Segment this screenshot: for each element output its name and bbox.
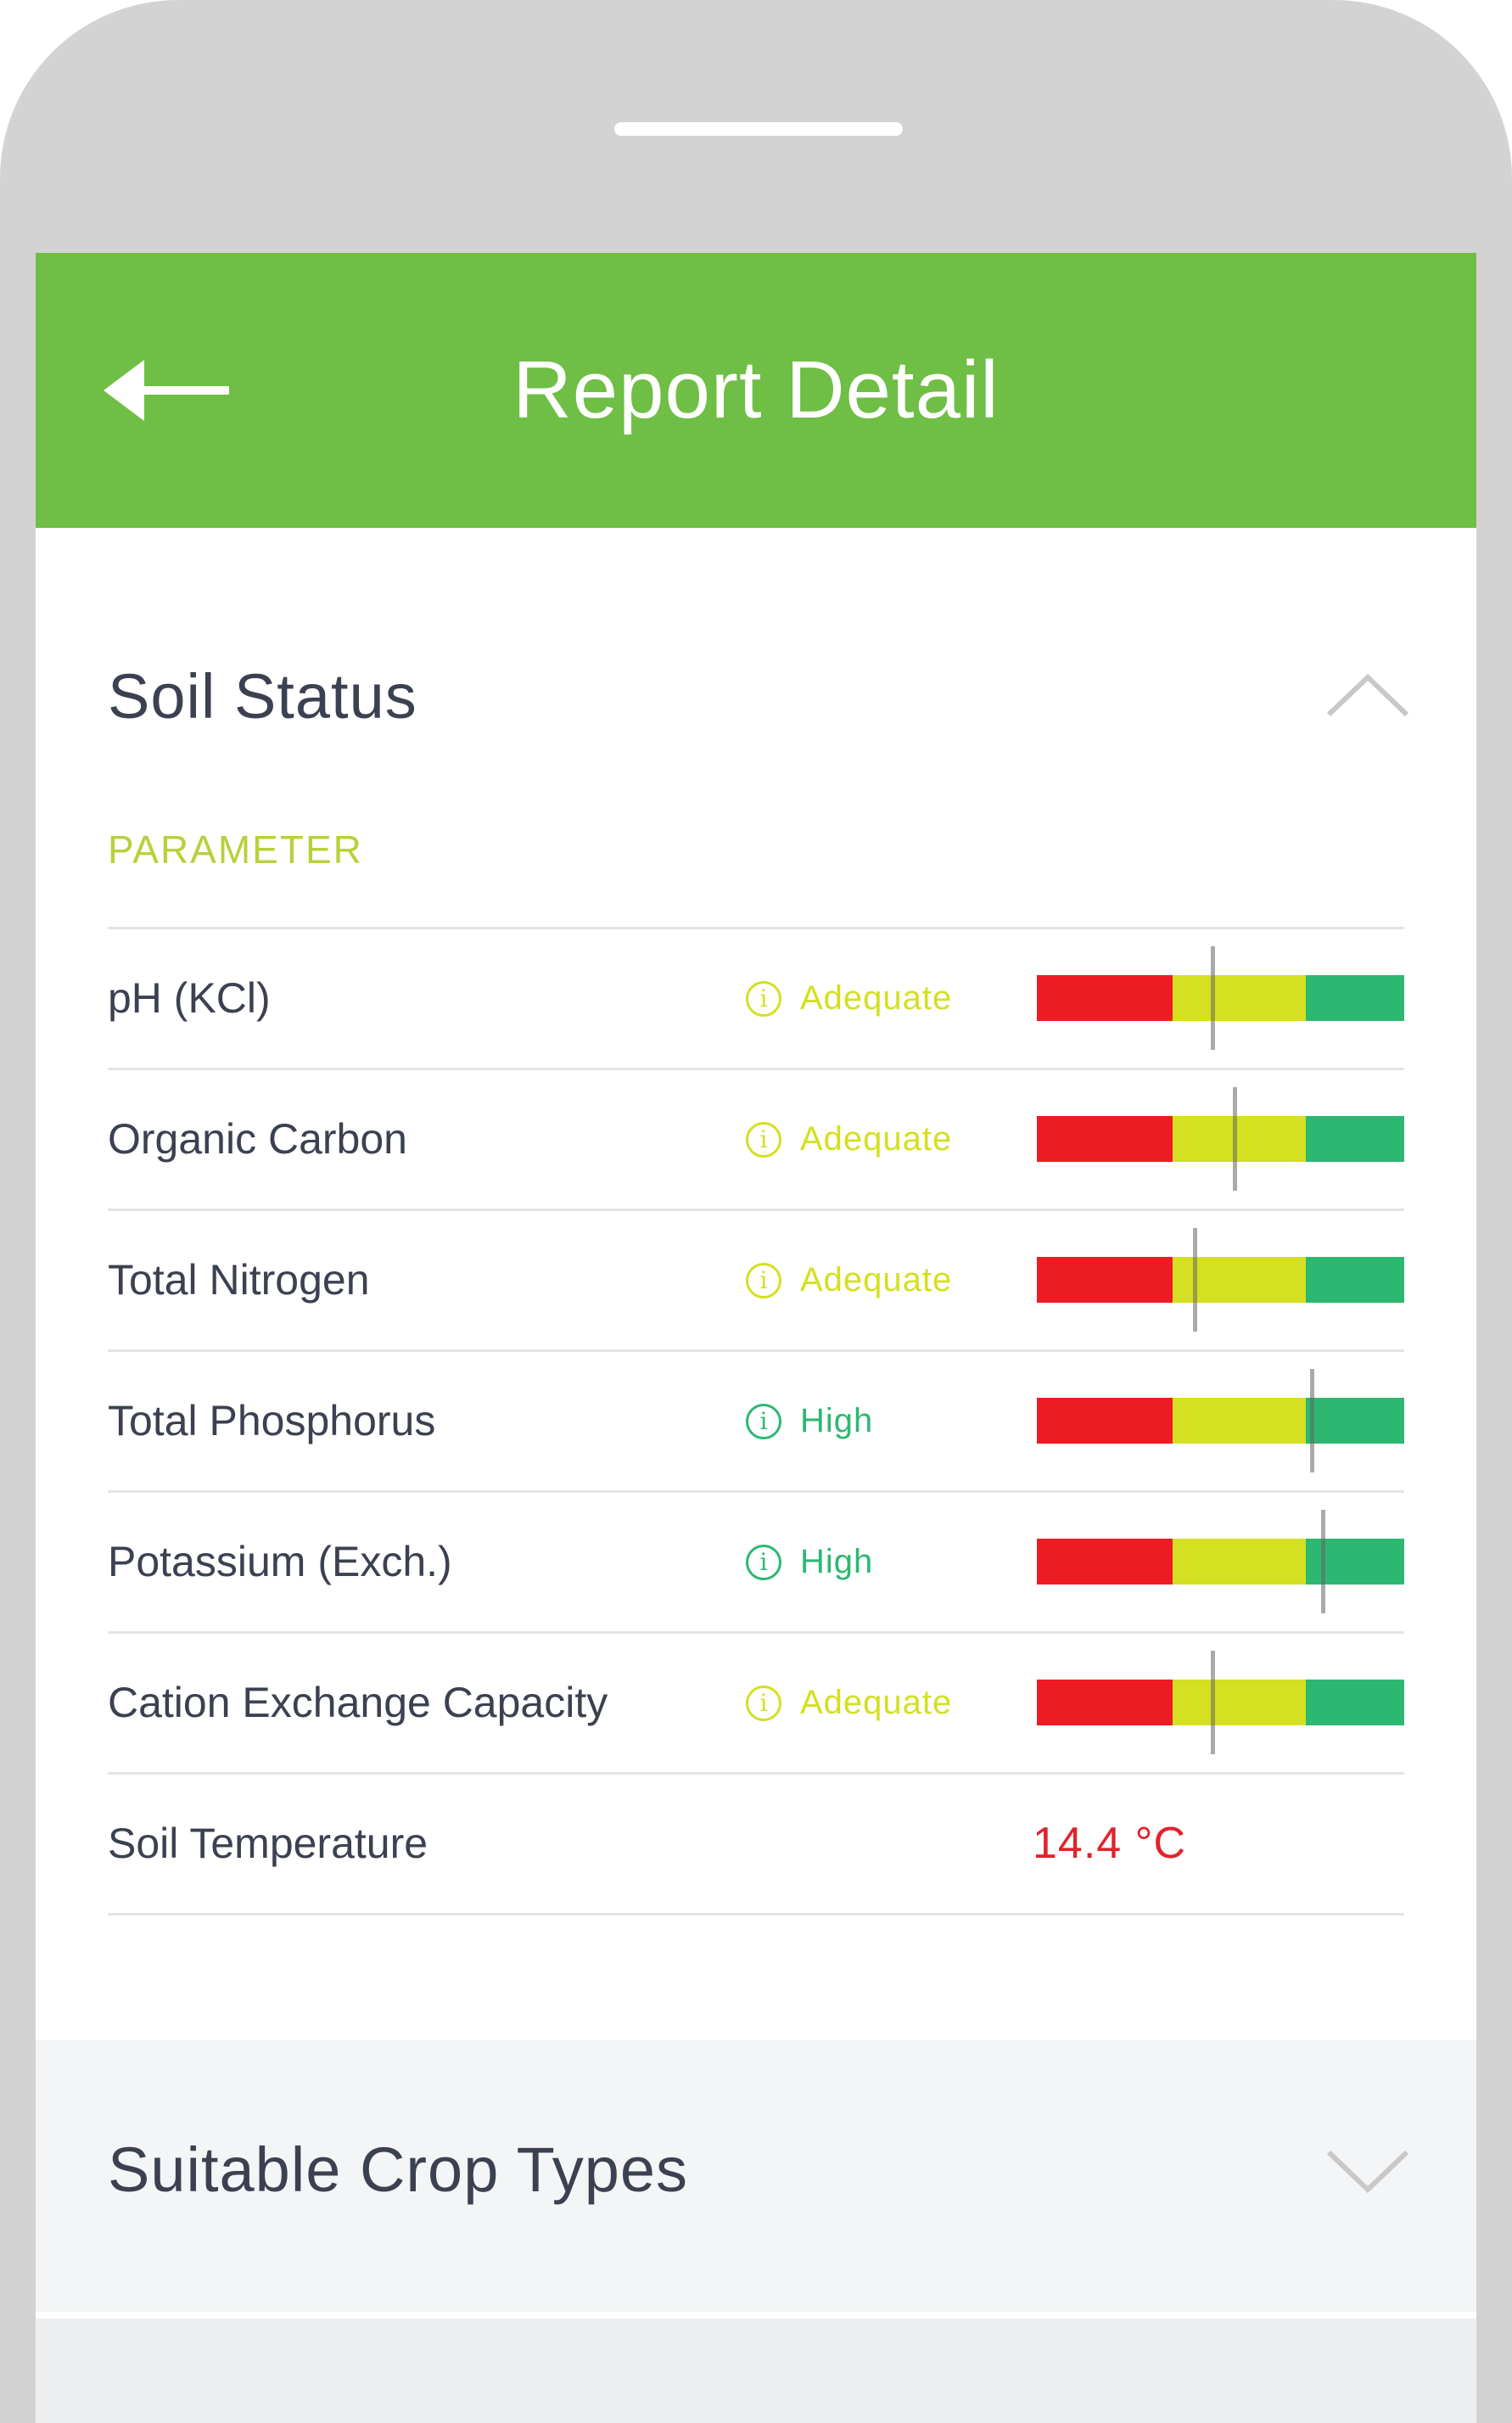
level-gauge [1037,1087,1404,1191]
gauge-marker [1192,1228,1197,1332]
parameter-row[interactable]: pH (KCl) i Adequate [108,929,1404,1070]
gauge-low-segment [1037,1539,1173,1584]
status-badge: i Adequate [746,929,952,1068]
info-icon[interactable]: i [746,1544,781,1580]
gauge-mid-segment [1173,1398,1306,1444]
gauge-mid-segment [1173,975,1306,1021]
gauge-marker [1233,1087,1238,1191]
crop-types-section[interactable]: Suitable Crop Types [36,2040,1476,2312]
info-icon[interactable]: i [746,1262,781,1298]
parameter-label: pH (KCl) [108,974,271,1022]
status-badge: i High [746,1493,873,1631]
status-badge: i Adequate [746,1634,952,1772]
gauge-marker [1211,1651,1216,1754]
gauge-marker [1321,1510,1326,1613]
next-section [36,2312,1476,2423]
parameter-label: Cation Exchange Capacity [108,1679,608,1726]
parameter-label: Total Nitrogen [108,1256,370,1304]
gauge-low-segment [1037,1398,1173,1444]
status-badge: i Adequate [746,1211,952,1349]
gauge-marker [1310,1369,1315,1472]
info-icon[interactable]: i [746,1685,781,1721]
status-text: Adequate [800,979,953,1017]
chevron-down-icon [1326,2150,1409,2194]
parameter-label: Potassium (Exch.) [108,1538,452,1585]
status-badge: i Adequate [746,1070,952,1209]
collapse-button[interactable] [1325,669,1410,720]
gauge-low-segment [1037,975,1173,1021]
info-icon[interactable]: i [746,1121,781,1158]
page-title: Report Detail [512,345,1000,435]
parameter-row[interactable]: Organic Carbon i Adequate [108,1070,1404,1211]
gauge-high-segment [1306,1398,1404,1444]
back-button[interactable] [104,348,231,433]
parameter-label: Organic Carbon [108,1115,407,1163]
level-gauge [1037,1228,1404,1332]
arrow-left-icon [104,360,229,421]
status-text: High [800,1402,874,1439]
level-gauge [1037,1510,1404,1613]
level-gauge [1037,1651,1404,1754]
status-badge: i High [746,1352,873,1490]
status-text: Adequate [800,1261,953,1298]
parameter-row[interactable]: Total Phosphorus i High [108,1352,1404,1493]
parameter-row[interactable]: Total Nitrogen i Adequate [108,1211,1404,1352]
gauge-low-segment [1037,1116,1173,1162]
gauge-high-segment [1306,1257,1404,1303]
crop-types-title: Suitable Crop Types [108,2134,689,2205]
gauge-high-segment [1306,1680,1404,1725]
app-bar: Report Detail [36,253,1476,528]
gauge-mid-segment [1173,1539,1306,1584]
app-screen: Report Detail Soil Status PARAMETER pH (… [36,253,1476,2423]
level-gauge [1037,1369,1404,1472]
gauge-low-segment [1037,1257,1173,1303]
gauge-mid-segment [1173,1680,1306,1725]
gauge-high-segment [1306,1116,1404,1162]
parameter-column-header: PARAMETER [108,827,363,872]
parameter-label: Total Phosphorus [108,1397,436,1444]
soil-status-title: Soil Status [108,661,417,732]
status-text: Adequate [800,1120,953,1158]
parameter-row[interactable]: Cation Exchange Capacity i Adequate [108,1634,1404,1775]
expand-button[interactable] [1325,2147,1410,2198]
gauge-mid-segment [1173,1116,1306,1162]
parameter-table: pH (KCl) i Adequate Organic Carbon i Ade… [108,927,1404,1915]
info-icon[interactable]: i [746,980,781,1017]
temperature-label: Soil Temperature [108,1820,428,1867]
temperature-row: Soil Temperature 14.4 °C [108,1775,1404,1915]
temperature-value: 14.4 °C [1033,1819,1187,1868]
gauge-marker [1211,946,1216,1050]
parameter-row[interactable]: Potassium (Exch.) i High [108,1493,1404,1634]
gauge-low-segment [1037,1680,1173,1725]
status-text: Adequate [800,1684,953,1721]
status-text: High [800,1543,874,1580]
phone-speaker [614,122,903,136]
level-gauge [1037,946,1404,1050]
chevron-up-icon [1326,673,1409,717]
info-icon[interactable]: i [746,1403,781,1439]
gauge-high-segment [1306,975,1404,1021]
